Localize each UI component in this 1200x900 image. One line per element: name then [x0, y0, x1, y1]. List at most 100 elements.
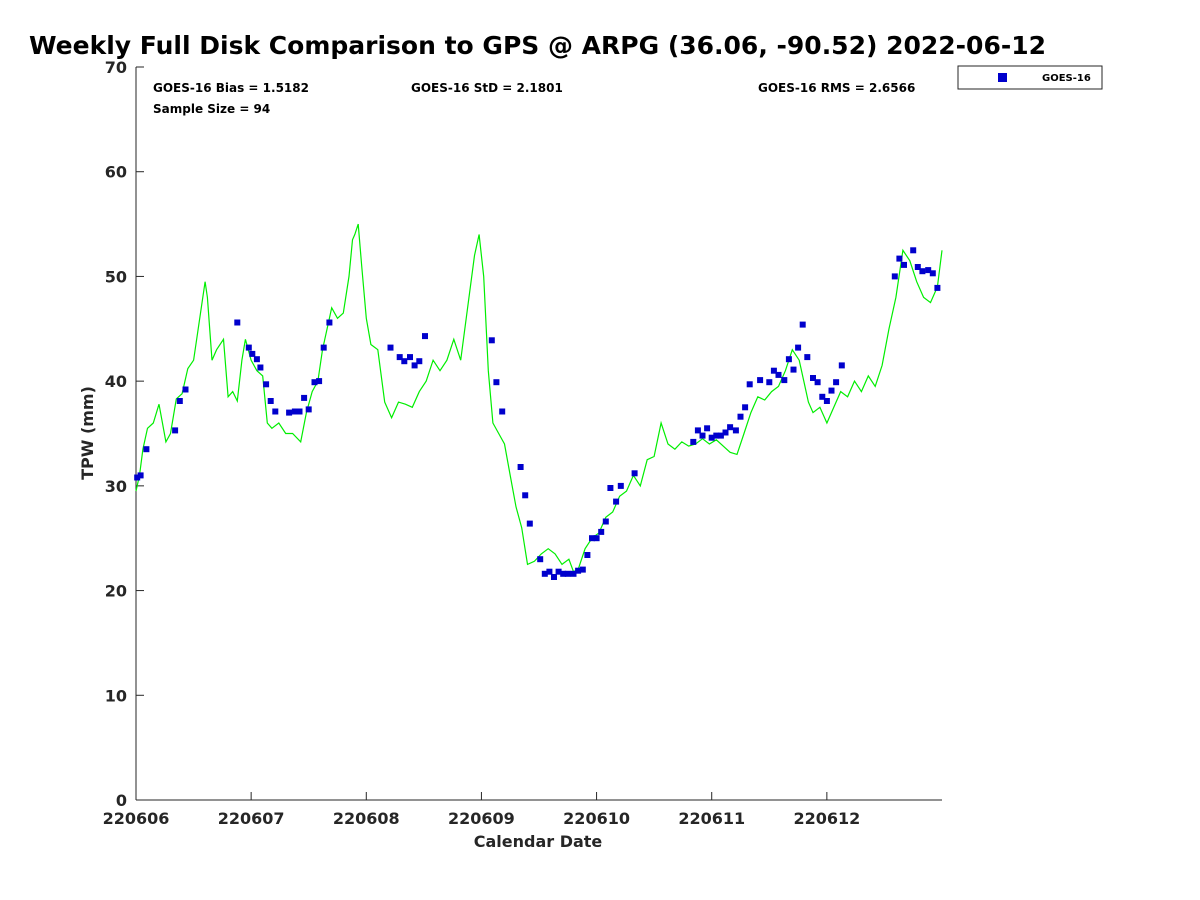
x-tick-label: 220607 — [218, 809, 285, 828]
data-point — [253, 356, 260, 363]
data-point — [810, 375, 816, 381]
data-point — [422, 333, 428, 340]
data-point — [593, 535, 600, 542]
data-point — [757, 377, 764, 384]
data-point — [526, 520, 533, 527]
data-point — [517, 464, 524, 470]
x-tick-label: 220611 — [678, 809, 745, 828]
data-point — [176, 398, 183, 404]
data-point — [546, 568, 553, 575]
data-point — [795, 344, 802, 351]
data-point — [746, 381, 753, 388]
data-point — [245, 344, 252, 351]
y-tick-label: 60 — [105, 163, 127, 182]
sample-size-stat: Sample Size = 94 — [153, 102, 270, 116]
data-point — [134, 474, 141, 481]
data-point — [704, 425, 711, 432]
data-point — [305, 406, 312, 413]
x-tick-label: 220606 — [103, 809, 170, 828]
data-point — [234, 319, 241, 326]
data-point — [584, 552, 591, 558]
data-point — [804, 354, 811, 361]
data-point — [914, 264, 921, 270]
data-point — [828, 387, 835, 394]
data-point — [257, 364, 264, 371]
data-point — [488, 337, 495, 344]
data-point — [575, 567, 582, 574]
data-point — [182, 386, 189, 393]
data-point — [785, 356, 792, 363]
data-point — [732, 427, 739, 434]
data-point — [401, 358, 408, 365]
data-point — [499, 408, 506, 415]
data-point — [560, 570, 567, 577]
data-point — [416, 358, 423, 365]
legend-box — [957, 65, 1103, 90]
data-point — [775, 371, 782, 378]
data-point — [137, 472, 144, 479]
x-tick-label: 220608 — [333, 809, 400, 828]
data-point — [267, 398, 274, 404]
data-point — [934, 284, 941, 291]
data-point — [602, 518, 609, 525]
data-point — [564, 570, 571, 577]
data-point — [555, 568, 562, 575]
data-point — [781, 377, 788, 384]
data-point — [263, 381, 270, 388]
data-point — [742, 404, 749, 411]
data-point — [598, 528, 605, 535]
x-axis-label: Calendar Date — [474, 832, 603, 851]
data-point — [814, 379, 821, 386]
data-point — [891, 273, 898, 280]
data-point — [411, 362, 418, 369]
y-tick-label: 20 — [105, 582, 127, 601]
data-point — [799, 321, 806, 328]
bias-stat: GOES-16 Bias = 1.5182 — [153, 81, 309, 95]
data-point — [631, 470, 638, 477]
x-ticks: 220606 220607 220608 220609 220610 220611 2206… — [103, 792, 860, 828]
data-point — [910, 247, 917, 254]
data-point — [316, 378, 323, 385]
data-point — [326, 319, 333, 326]
data-point — [249, 350, 256, 357]
data-point — [737, 413, 744, 420]
y-tick-label: 70 — [105, 58, 127, 77]
y-tick-label: 0 — [116, 791, 127, 810]
data-point — [925, 267, 932, 274]
x-tick-label: 220612 — [793, 809, 860, 828]
axes — [135, 67, 942, 801]
data-point — [387, 344, 394, 351]
data-point — [766, 379, 773, 386]
data-point — [589, 535, 595, 542]
data-point — [320, 344, 327, 351]
data-point — [551, 574, 557, 580]
data-point — [819, 393, 826, 400]
data-point — [833, 379, 840, 386]
data-point — [790, 366, 797, 373]
data-point — [570, 570, 577, 577]
data-point — [708, 434, 715, 441]
y-tick-label: 40 — [105, 372, 127, 391]
data-point — [699, 432, 706, 439]
data-point — [272, 408, 279, 415]
x-tick-label: 220610 — [563, 809, 630, 828]
rms-stat: GOES-16 RMS = 2.6566 — [758, 81, 915, 95]
data-point — [296, 408, 303, 415]
data-point — [607, 485, 614, 491]
legend: GOES-16 — [957, 65, 1103, 90]
data-point — [901, 261, 907, 268]
data-point — [613, 498, 620, 505]
data-point — [143, 446, 150, 453]
data-point — [722, 429, 729, 436]
data-point — [617, 482, 624, 489]
legend-label: GOES-16 — [1042, 73, 1091, 84]
data-point — [929, 270, 936, 277]
y-tick-label: 10 — [105, 686, 127, 705]
legend-marker — [998, 73, 1007, 82]
x-tick-label: 220609 — [448, 809, 515, 828]
data-point — [407, 354, 413, 361]
data-point — [579, 566, 586, 573]
data-point — [690, 438, 697, 445]
series-layer — [134, 223, 943, 580]
data-point — [301, 394, 308, 401]
